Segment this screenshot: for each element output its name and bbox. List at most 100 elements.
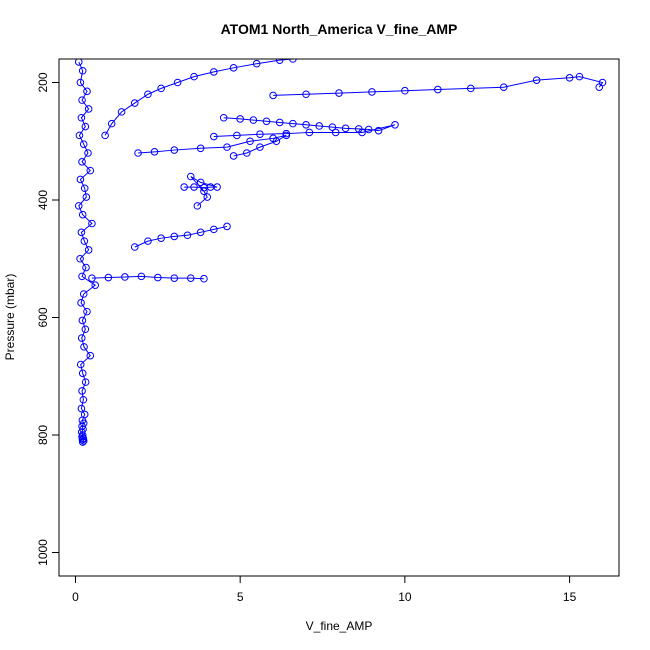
data-point	[76, 254, 84, 263]
data-point	[82, 193, 91, 201]
data-point	[170, 274, 179, 282]
data-point	[532, 76, 541, 84]
data-point	[157, 84, 165, 93]
data-point	[78, 272, 86, 281]
data-point	[200, 274, 208, 283]
data-point	[229, 64, 238, 72]
data-point	[499, 83, 508, 91]
data-point	[203, 193, 212, 201]
data-point	[262, 117, 271, 126]
data-point	[368, 88, 376, 96]
data-point	[144, 237, 152, 245]
data-point	[249, 116, 258, 124]
data-point	[77, 113, 86, 122]
data-point	[466, 84, 475, 93]
data-point	[252, 59, 261, 68]
series-line	[78, 61, 97, 443]
data-point	[219, 113, 228, 122]
x-axis: 0 5 10 15	[72, 575, 577, 604]
data-point	[210, 132, 218, 141]
data-point	[233, 131, 241, 140]
data-point	[229, 152, 238, 160]
data-point	[78, 66, 87, 75]
series-line	[91, 275, 204, 280]
data-point	[269, 91, 277, 100]
data-point	[77, 334, 86, 342]
data-point	[84, 105, 93, 113]
data-point	[84, 149, 92, 157]
series-line	[104, 59, 293, 136]
data-point	[186, 172, 195, 181]
data-point	[76, 360, 85, 369]
data-point	[86, 166, 95, 175]
data-point	[83, 87, 91, 96]
x-tick-label: 5	[237, 590, 244, 604]
data-point	[107, 119, 116, 128]
data-point	[81, 122, 90, 131]
data-point	[83, 307, 91, 316]
data-point	[79, 290, 88, 298]
data-point	[315, 122, 324, 130]
data-point	[154, 273, 162, 282]
data-point	[81, 378, 90, 386]
data-point	[88, 274, 96, 282]
data-point	[364, 125, 373, 134]
y-tick-label: 600	[36, 307, 50, 327]
x-axis-title: V_fine_AMP	[306, 619, 373, 633]
y-tick-label: 200	[36, 72, 50, 92]
data-point	[180, 183, 188, 191]
data-point	[190, 72, 198, 81]
data-point	[79, 437, 88, 445]
data-point	[173, 78, 182, 87]
data-point	[190, 183, 198, 191]
data-point	[331, 128, 340, 137]
data-point	[272, 137, 281, 146]
data-point	[193, 202, 202, 210]
y-axis: 200 400 600 800 1000	[36, 72, 60, 566]
data-point	[575, 72, 584, 81]
data-point	[335, 89, 343, 97]
data-point	[74, 202, 83, 210]
data-point	[196, 228, 205, 237]
data-point	[79, 395, 88, 404]
data-point	[78, 158, 86, 166]
data-point	[80, 184, 89, 193]
data-point	[86, 351, 95, 360]
data-point	[341, 124, 350, 133]
data-point	[183, 231, 192, 240]
y-tick-label: 800	[36, 425, 50, 445]
data-point	[134, 149, 142, 157]
data-point	[210, 68, 218, 76]
data-point	[78, 210, 87, 219]
data-point	[130, 243, 139, 251]
data-point	[78, 369, 87, 378]
data-point	[282, 131, 291, 140]
data-point	[305, 128, 314, 137]
data-point	[170, 232, 179, 241]
data-point	[223, 143, 231, 151]
series-line	[273, 76, 604, 96]
data-point	[84, 246, 93, 254]
data-point	[157, 234, 165, 242]
data-point	[78, 387, 86, 395]
data-point	[275, 59, 284, 64]
data-point	[256, 143, 264, 151]
data-point	[186, 274, 195, 282]
data-point	[302, 121, 310, 129]
data-point	[117, 108, 126, 116]
data-point	[328, 123, 337, 131]
data-point	[81, 325, 90, 334]
data-point	[256, 130, 264, 138]
data-point	[77, 404, 86, 413]
plot-frame	[58, 58, 620, 577]
data-point	[289, 119, 297, 128]
series-line	[138, 134, 287, 157]
data-point	[91, 281, 100, 289]
data-point	[78, 432, 86, 441]
data-point	[79, 140, 88, 148]
y-tick-label: 1000	[36, 539, 50, 566]
data-point	[213, 183, 221, 191]
data-point	[74, 59, 83, 66]
data-point	[144, 90, 152, 99]
